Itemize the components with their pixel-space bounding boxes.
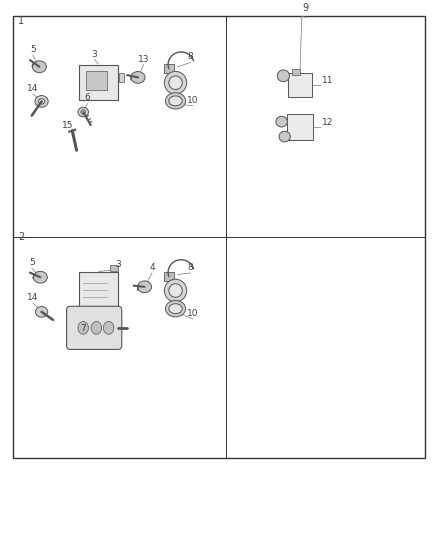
Bar [119,72,124,82]
FancyBboxPatch shape [67,306,122,350]
Bar [287,114,313,140]
Bar [85,70,107,90]
Text: 7: 7 [80,324,86,333]
Ellipse shape [78,107,88,117]
Text: 9: 9 [303,3,309,13]
Text: 11: 11 [322,76,333,85]
Ellipse shape [35,306,48,317]
Text: 8: 8 [187,263,194,272]
Text: 8: 8 [187,52,194,61]
Ellipse shape [39,99,45,104]
Bar [79,66,118,100]
Ellipse shape [164,279,187,302]
Bar [292,69,300,75]
Ellipse shape [138,281,152,293]
Ellipse shape [166,93,186,109]
Text: 4: 4 [149,263,155,272]
Ellipse shape [91,321,102,334]
Text: 5: 5 [30,45,36,54]
Bar [164,64,173,73]
Ellipse shape [276,116,287,127]
Text: 6: 6 [85,93,91,102]
Ellipse shape [33,271,47,283]
Bar [13,16,425,458]
Ellipse shape [166,301,186,317]
Text: 10: 10 [187,95,198,104]
Text: 3: 3 [115,260,121,269]
Text: 3: 3 [92,50,98,59]
Ellipse shape [169,76,182,90]
Text: 5: 5 [29,258,35,267]
Text: 10: 10 [187,309,198,318]
Ellipse shape [169,284,182,297]
Ellipse shape [169,96,182,106]
Ellipse shape [131,71,145,83]
Text: 14: 14 [27,293,39,302]
Text: 1: 1 [18,16,25,26]
Ellipse shape [164,71,187,94]
Text: 12: 12 [322,118,333,127]
Ellipse shape [32,61,46,72]
Ellipse shape [277,70,290,82]
Ellipse shape [169,304,182,313]
Ellipse shape [35,95,48,107]
Bar [164,272,173,280]
Ellipse shape [279,131,290,142]
Ellipse shape [81,110,85,114]
Text: 2: 2 [18,232,25,242]
Text: 13: 13 [138,54,149,63]
Ellipse shape [103,321,114,334]
Text: 14: 14 [27,84,39,93]
Bar [288,74,312,98]
Bar [79,272,118,309]
Bar [110,265,118,271]
Ellipse shape [78,321,88,334]
Text: 15: 15 [62,120,74,130]
